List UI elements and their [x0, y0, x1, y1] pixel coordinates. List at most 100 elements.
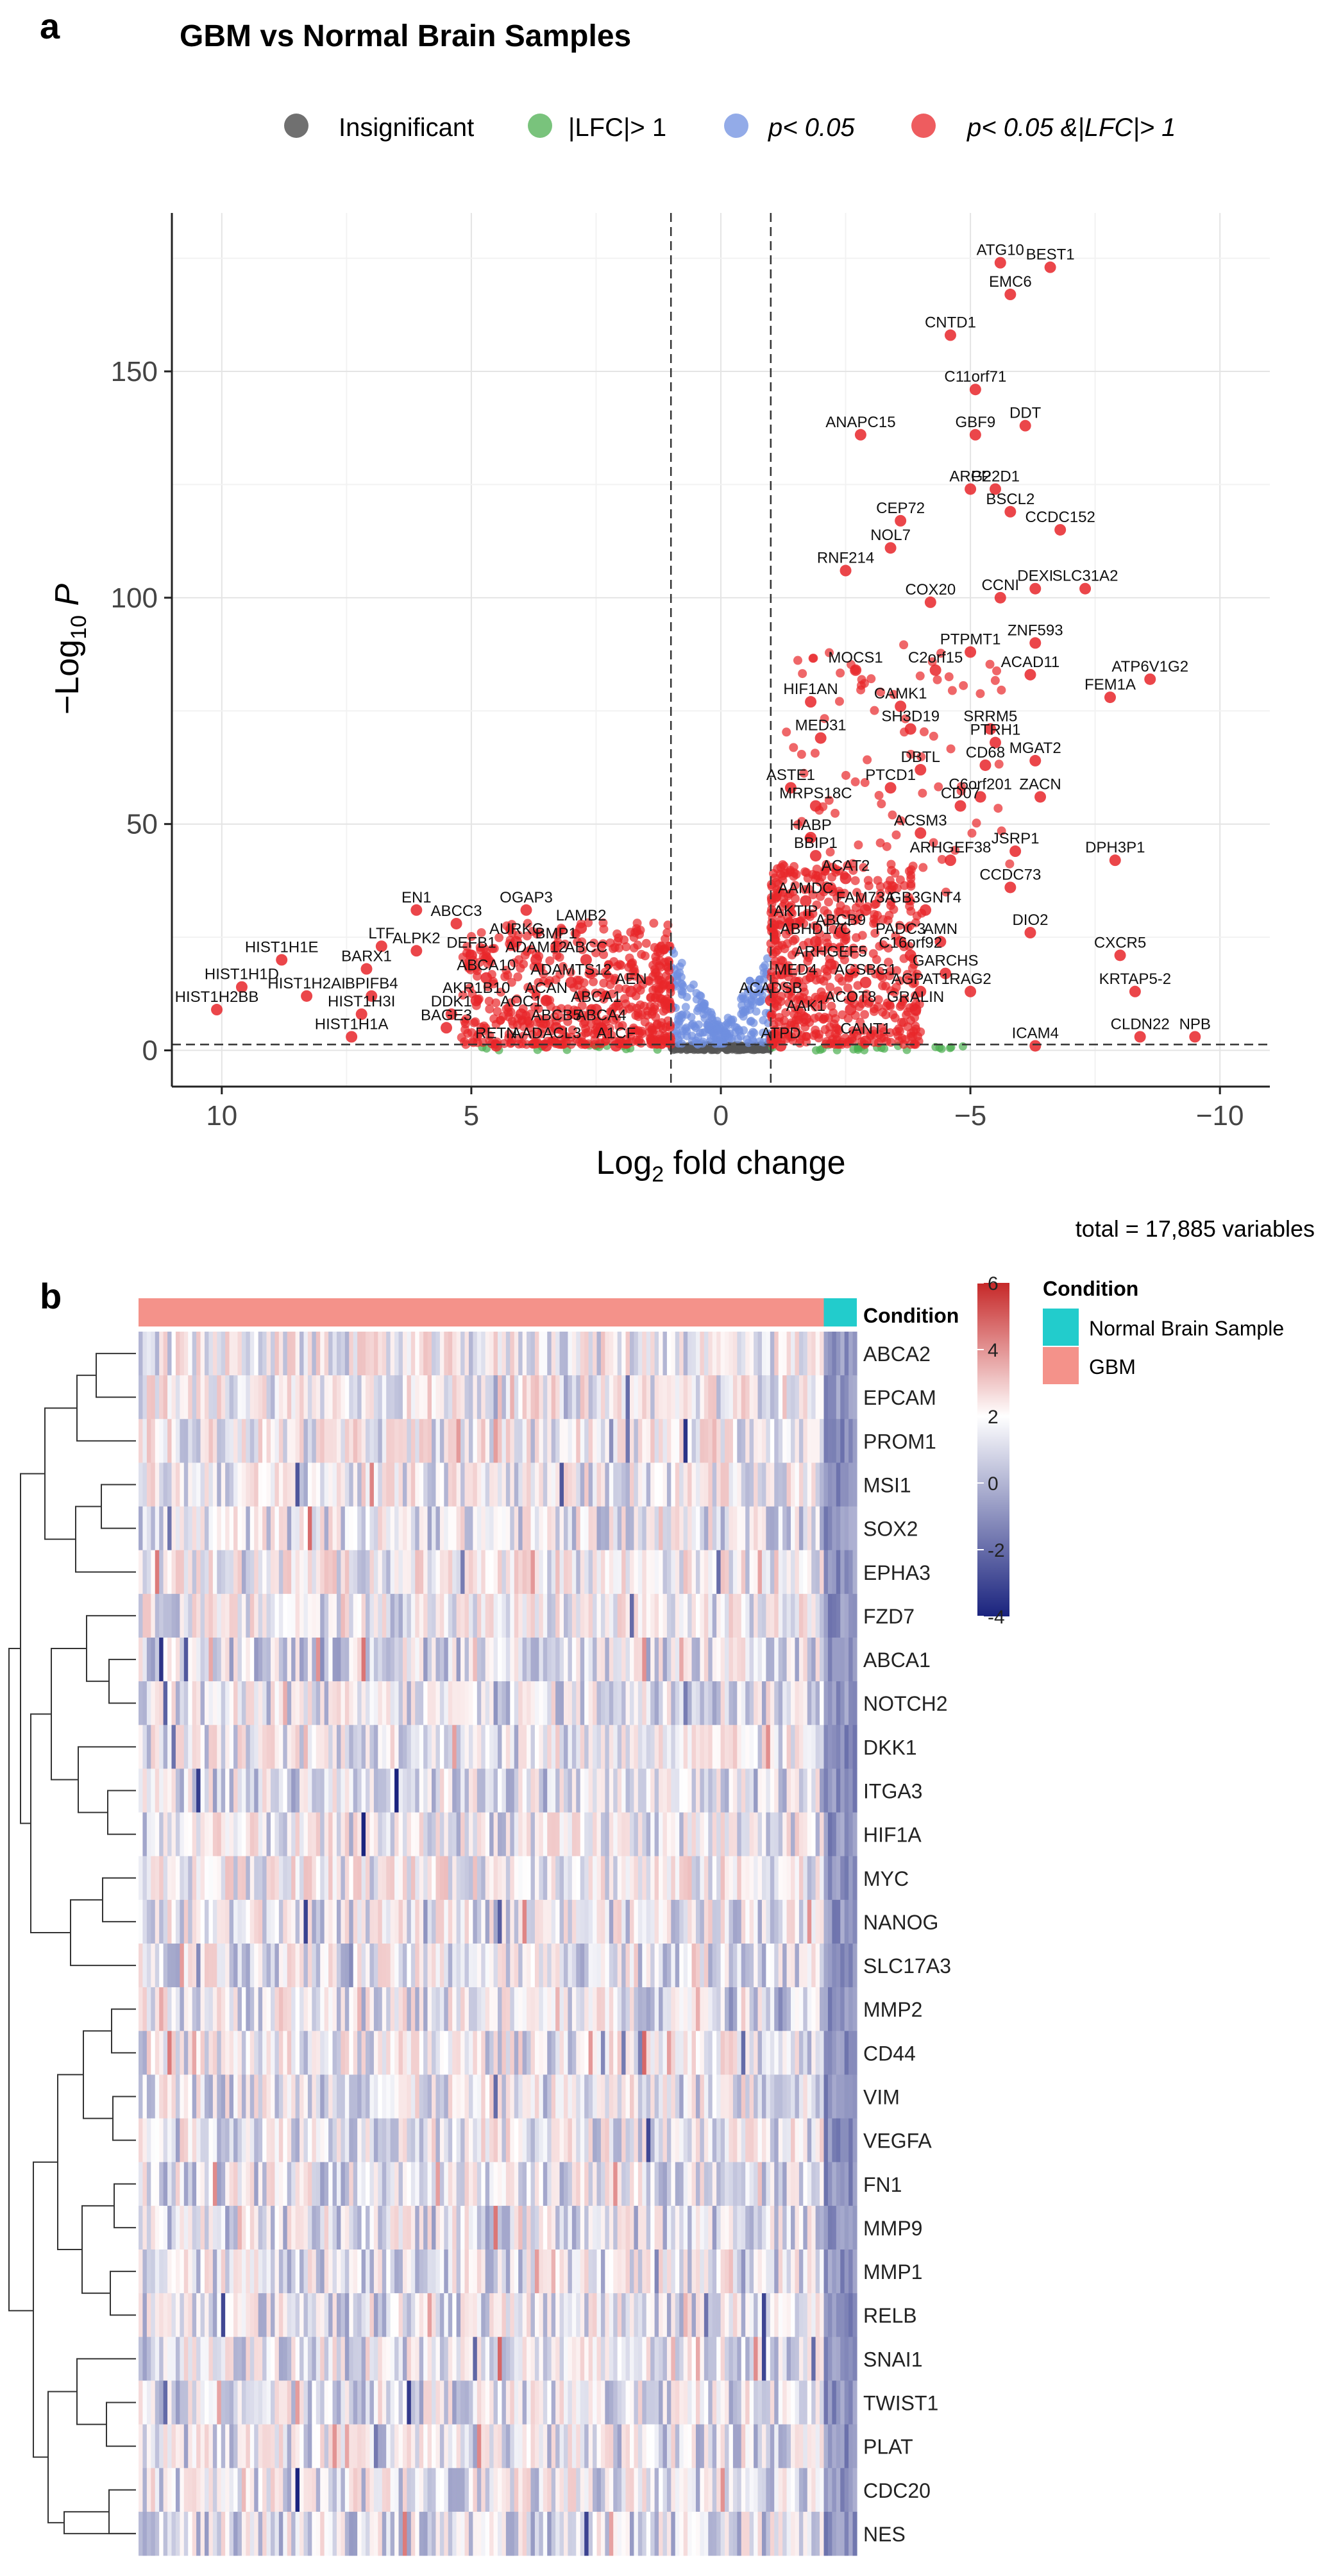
heatmap-cell: [237, 1375, 242, 1419]
volcano-point: [639, 1001, 649, 1011]
heatmap-cell: [159, 1856, 164, 1901]
heatmap-cell: [600, 1944, 605, 1988]
heatmap-cell: [807, 1550, 812, 1595]
heatmap-cell: [410, 1681, 416, 1725]
heatmap-cell: [650, 1419, 655, 1463]
heatmap-cell: [580, 1899, 585, 1944]
heatmap-cell: [295, 1462, 300, 1507]
heatmap-cell: [366, 1419, 371, 1463]
heatmap-cell: [761, 1768, 766, 1813]
heatmap-cell: [848, 1987, 854, 2031]
heatmap-cell: [307, 1375, 312, 1419]
heatmap-cell: [369, 1768, 375, 1813]
heatmap-cell: [159, 1812, 164, 1857]
heatmap-cell: [155, 1332, 160, 1376]
heatmap-cell: [444, 1375, 449, 1419]
heatmap-cell: [691, 1506, 696, 1551]
heatmap-cell: [477, 1768, 482, 1813]
heatmap-cell: [798, 1944, 804, 1988]
heatmap-cell: [456, 1725, 461, 1769]
heatmap-cell: [427, 1593, 432, 1638]
heatmap-cell: [373, 1419, 378, 1463]
heatmap-cell: [448, 1638, 453, 1682]
volcano-gene-label: ACAT2: [822, 857, 870, 874]
heatmap-cell: [448, 2074, 453, 2119]
heatmap-cell: [795, 1944, 800, 1988]
heatmap-cell: [159, 1419, 164, 1463]
heatmap-cell: [266, 1550, 271, 1595]
heatmap-cell: [584, 1375, 589, 1419]
heatmap-cell: [481, 1899, 486, 1944]
heatmap-cell: [637, 1506, 643, 1551]
heatmap-cell: [324, 1332, 329, 1376]
heatmap-cell: [439, 1506, 444, 1551]
heatmap-cell: [464, 1332, 469, 1376]
heatmap-cell: [820, 1506, 825, 1551]
heatmap-cell: [415, 1506, 420, 1551]
heatmap-cell: [555, 1506, 561, 1551]
heatmap-cell: [386, 1768, 391, 1813]
heatmap-cell: [820, 1375, 825, 1419]
heatmap-cell: [204, 1550, 210, 1595]
heatmap-cell: [167, 1550, 173, 1595]
heatmap-cell: [489, 1725, 494, 1769]
heatmap-cell: [518, 1812, 523, 1857]
heatmap-cell: [642, 1899, 647, 1944]
heatmap-cell: [456, 1944, 461, 1988]
heatmap-cell: [757, 2031, 763, 2075]
volcano-point: [463, 1028, 473, 1038]
heatmap-cell: [217, 1332, 222, 1376]
heatmap-cell: [300, 1419, 305, 1463]
heatmap-cell: [382, 1375, 387, 1419]
heatmap-cell: [848, 1725, 854, 1769]
heatmap-cell: [217, 1768, 222, 1813]
heatmap-cell: [262, 1899, 267, 1944]
volcano-point: [759, 969, 768, 978]
heatmap-cell: [803, 1725, 808, 1769]
heatmap-cell: [543, 1812, 548, 1857]
volcano-point: [890, 869, 900, 878]
heatmap-cell: [782, 1593, 788, 1638]
heatmap-cell: [233, 1638, 239, 1682]
heatmap-cell: [530, 1856, 536, 1901]
heatmap-cell: [720, 2031, 725, 2075]
heatmap-cell: [200, 1812, 205, 1857]
heatmap-cell: [180, 1506, 185, 1551]
volcano-gene-label: KRTAP5-2: [1099, 970, 1172, 988]
heatmap-cell: [262, 1681, 267, 1725]
heatmap-cell: [407, 1812, 412, 1857]
heatmap-cell: [287, 1506, 292, 1551]
heatmap-cell: [729, 1899, 734, 1944]
heatmap-cell: [146, 1332, 151, 1376]
heatmap-cell: [609, 1681, 614, 1725]
heatmap-cell: [498, 1681, 503, 1725]
heatmap-cell: [307, 1768, 312, 1813]
heatmap-cell: [700, 1593, 705, 1638]
heatmap-cell: [448, 1812, 453, 1857]
heatmap-cell: [139, 1899, 144, 1944]
heatmap-cell: [820, 1593, 825, 1638]
heatmap-cell: [390, 1856, 395, 1901]
heatmap-cell: [287, 1638, 292, 1682]
volcano-point: [649, 919, 659, 928]
heatmap-cell: [432, 1419, 437, 1463]
heatmap-cell: [378, 1899, 383, 1944]
heatmap-cell: [551, 1987, 556, 2031]
heatmap-cell: [568, 1593, 573, 1638]
heatmap-cell: [439, 1638, 444, 1682]
heatmap-cell: [621, 1812, 627, 1857]
heatmap-cell: [778, 1462, 783, 1507]
heatmap-cell: [171, 1681, 176, 1725]
heatmap-cell: [745, 1987, 750, 2031]
heatmap-cell: [332, 2031, 337, 2075]
heatmap-cell: [778, 1506, 783, 1551]
heatmap-cell: [167, 1638, 173, 1682]
heatmap-cell: [320, 2031, 325, 2075]
heatmap-cell: [803, 1812, 808, 1857]
heatmap-cell: [576, 1638, 581, 1682]
heatmap-cell: [493, 1550, 498, 1595]
heatmap-cell: [827, 1593, 832, 1638]
volcano-point: [650, 1002, 659, 1012]
heatmap-cell: [237, 1550, 242, 1595]
volcano-gene-label: JSRP1: [992, 830, 1040, 847]
